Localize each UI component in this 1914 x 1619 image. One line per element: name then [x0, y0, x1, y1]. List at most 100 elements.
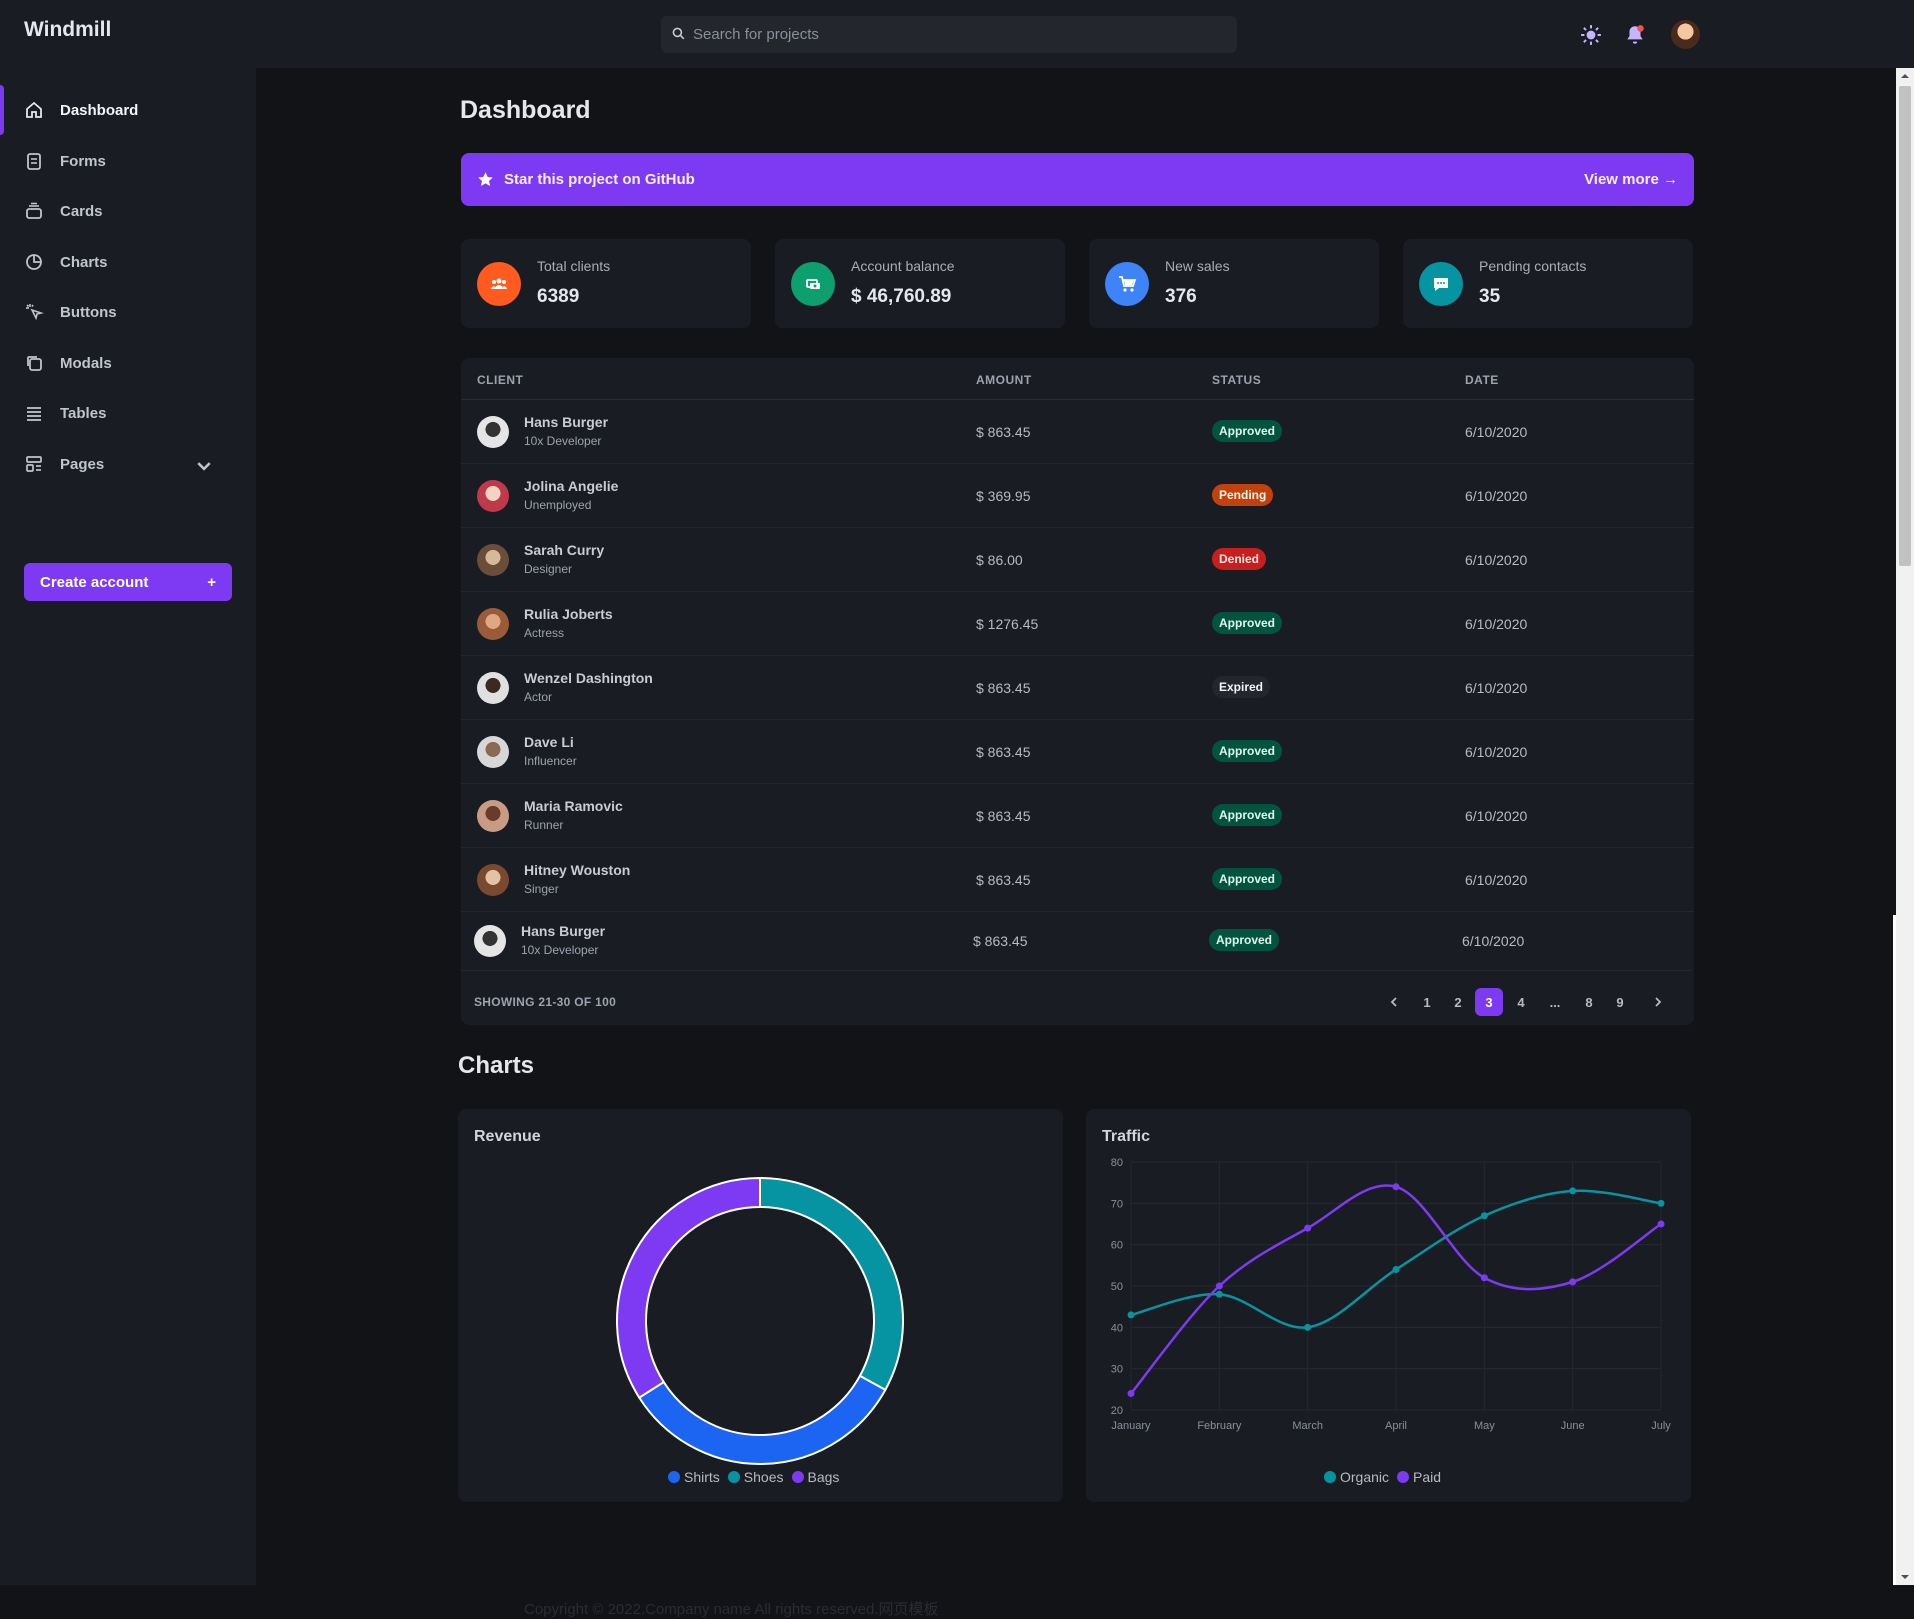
table-row[interactable]: Hans Burger 10x Developer $ 863.45 Appro…: [461, 909, 1691, 971]
column-header-amount: AMOUNT: [976, 373, 1032, 387]
stat-value: $ 46,760.89: [851, 286, 952, 307]
legend-item-paid[interactable]: Paid: [1397, 1469, 1441, 1485]
sidebar-item-tables[interactable]: Tables: [0, 393, 256, 433]
client-job: Singer: [524, 882, 559, 896]
view-more-link[interactable]: View more →: [1584, 171, 1678, 188]
pie-slice-shirts[interactable]: [637, 1374, 887, 1465]
page-button-2[interactable]: 2: [1454, 994, 1462, 1010]
legend-item-shoes[interactable]: Shoes: [727, 1469, 784, 1485]
sidebar-item-charts[interactable]: Charts: [0, 242, 256, 282]
x-tick-label: April: [1385, 1420, 1407, 1432]
table-row[interactable]: Rulia Joberts Actress $ 1276.45 Approved…: [461, 592, 1694, 656]
avatar: [477, 672, 509, 704]
scrollbar-thumb[interactable]: [1899, 86, 1911, 566]
client-job: Runner: [524, 818, 564, 832]
sidebar-item-modals[interactable]: Modals: [0, 343, 256, 383]
next-page-button[interactable]: [1644, 988, 1672, 1016]
data-point-organic[interactable]: [1480, 1212, 1488, 1220]
legend-item-bags[interactable]: Bags: [791, 1469, 839, 1485]
client-job: Unemployed: [524, 498, 592, 512]
page-button-4[interactable]: 4: [1517, 994, 1525, 1010]
data-point-paid[interactable]: [1304, 1224, 1312, 1232]
amount: $ 863.45: [976, 680, 1031, 696]
sidebar-item-forms[interactable]: Forms: [0, 141, 256, 181]
data-point-organic[interactable]: [1127, 1311, 1135, 1319]
avatar: [477, 416, 509, 448]
page-button-3[interactable]: 3: [1475, 988, 1503, 1016]
client-name: Hitney Wouston: [524, 862, 631, 878]
stat-value: 6389: [537, 286, 580, 307]
prev-page-button[interactable]: [1380, 988, 1408, 1016]
pie-slice-shoes[interactable]: [759, 1176, 904, 1392]
home-icon: [26, 101, 42, 118]
stat-card-new-sales: New sales 376: [1089, 239, 1379, 328]
revenue-donut-chart: [616, 1176, 904, 1465]
vertical-scrollbar[interactable]: [1896, 68, 1914, 1585]
sidebar-item-label: Tables: [60, 404, 107, 422]
table-row[interactable]: Sarah Curry Designer $ 86.00 Denied 6/10…: [461, 528, 1694, 592]
pie-chart-icon: [26, 254, 42, 270]
page-button-1[interactable]: 1: [1423, 994, 1431, 1010]
client-name: Wenzel Dashington: [524, 670, 653, 686]
data-point-organic[interactable]: [1392, 1265, 1400, 1273]
legend-swatch: [727, 1471, 740, 1483]
data-point-paid[interactable]: [1392, 1183, 1400, 1191]
data-point-paid[interactable]: [1657, 1220, 1665, 1228]
data-point-organic[interactable]: [1657, 1199, 1665, 1207]
scroll-up-icon[interactable]: [1900, 71, 1910, 81]
data-point-paid[interactable]: [1569, 1278, 1577, 1286]
data-point-organic[interactable]: [1215, 1290, 1223, 1298]
github-banner[interactable]: Star this project on GitHub View more →: [461, 153, 1694, 206]
legend-item-organic[interactable]: Organic: [1324, 1469, 1389, 1485]
search-bar[interactable]: [661, 16, 1237, 53]
y-tick-label: 30: [1111, 1364, 1123, 1376]
banner-text: Star this project on GitHub: [504, 171, 695, 188]
avatar[interactable]: [1669, 18, 1702, 51]
x-tick-label: May: [1474, 1420, 1495, 1432]
create-account-button[interactable]: Create account +: [24, 563, 232, 601]
data-point-organic[interactable]: [1304, 1323, 1312, 1331]
date: 6/10/2020: [1465, 552, 1528, 568]
data-point-paid[interactable]: [1127, 1389, 1135, 1397]
sidebar-item-pages[interactable]: Pages: [0, 444, 256, 484]
pie-slice-bags[interactable]: [616, 1176, 761, 1400]
bell-icon[interactable]: [1624, 24, 1646, 46]
status-badge: Approved: [1212, 804, 1283, 826]
legend-swatch: [1324, 1471, 1336, 1483]
brand-logo[interactable]: Windmill: [24, 18, 112, 41]
avatar: [477, 608, 509, 640]
cards-icon: [26, 202, 42, 219]
data-point-paid[interactable]: [1215, 1282, 1223, 1290]
table-row[interactable]: Maria Ramovic Runner $ 863.45 Approved 6…: [461, 784, 1694, 848]
table-row[interactable]: Dave Li Influencer $ 863.45 Approved 6/1…: [461, 720, 1694, 784]
plus-icon: +: [207, 573, 216, 591]
pages-icon: [26, 456, 42, 472]
table-row[interactable]: Hitney Wouston Singer $ 863.45 Approved …: [461, 848, 1694, 912]
table-row[interactable]: Jolina Angelie Unemployed $ 369.95 Pendi…: [461, 464, 1694, 528]
data-point-organic[interactable]: [1569, 1187, 1577, 1195]
search-input[interactable]: [693, 16, 1223, 53]
amount: $ 369.95: [976, 488, 1031, 504]
sidebar-item-buttons[interactable]: Buttons: [0, 292, 256, 332]
table-row[interactable]: Hans Burger 10x Developer $ 863.45 Appro…: [461, 400, 1694, 464]
column-header-date: DATE: [1465, 373, 1499, 387]
chevron-right-icon: [1655, 997, 1662, 1007]
sun-icon[interactable]: [1580, 24, 1602, 46]
legend-item-shirts[interactable]: Shirts: [668, 1469, 720, 1485]
amount: $ 863.45: [976, 872, 1031, 888]
client-name: Jolina Angelie: [524, 478, 619, 494]
table-row[interactable]: Wenzel Dashington Actor $ 863.45 Expired…: [461, 656, 1694, 720]
page-button-8[interactable]: 8: [1585, 994, 1593, 1010]
client-name: Maria Ramovic: [524, 798, 623, 814]
modals-icon: [27, 356, 42, 371]
y-tick-label: 40: [1111, 1322, 1123, 1334]
date: 6/10/2020: [1465, 616, 1528, 632]
chat-icon: [1419, 262, 1463, 306]
sidebar-item-cards[interactable]: Cards: [0, 191, 256, 231]
sidebar-item-dashboard[interactable]: Dashboard: [0, 85, 256, 135]
page-button-9[interactable]: 9: [1616, 994, 1624, 1010]
scroll-down-icon[interactable]: [1900, 1572, 1910, 1582]
data-point-paid[interactable]: [1480, 1274, 1488, 1282]
star-icon: [478, 172, 493, 187]
revenue-legend: Shirts Shoes Bags: [668, 1469, 847, 1485]
